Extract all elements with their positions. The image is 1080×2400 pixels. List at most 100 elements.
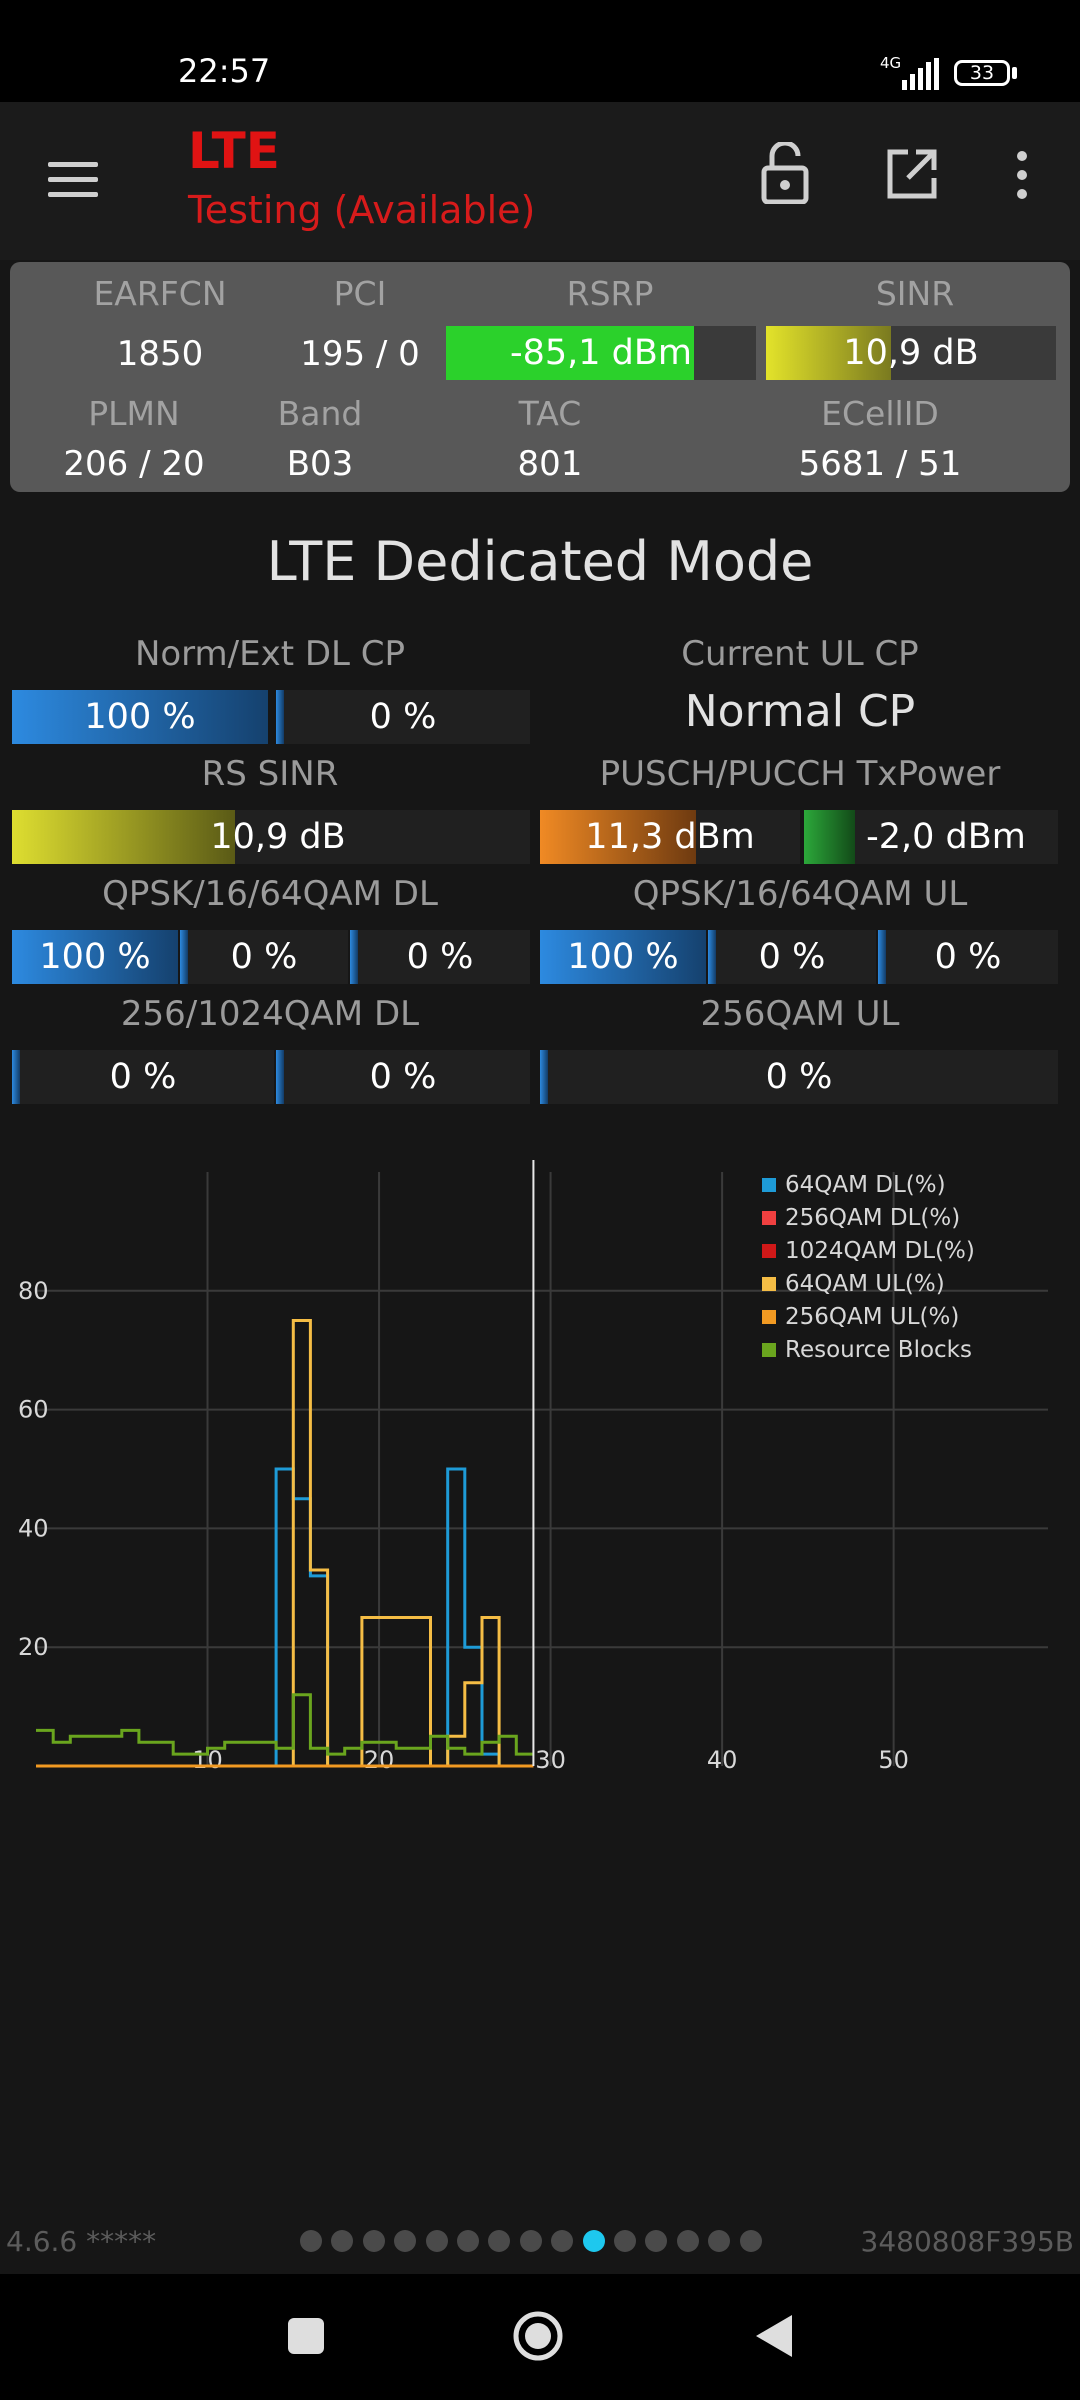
qam256-dl-value: 0 %: [109, 1057, 177, 1097]
x-tick-label: 50: [878, 1746, 909, 1774]
qam64-dl-value: 0 %: [406, 937, 474, 977]
series-line: [36, 1467, 534, 1768]
page-dot[interactable]: [551, 2230, 574, 2252]
y-tick-label: 40: [18, 1514, 49, 1542]
rs-sinr-bar: 10,9 dB: [12, 810, 530, 864]
app-subtitle: Testing (Available): [188, 188, 536, 232]
plmn-label: PLMN: [88, 394, 180, 433]
unlock-icon[interactable]: [760, 142, 810, 204]
qam16-dl-value: 0 %: [230, 937, 298, 977]
status-bar: [0, 0, 1080, 102]
home-icon[interactable]: [512, 2310, 564, 2362]
device-id: 3480808F395B: [860, 2225, 1074, 2258]
sinr-bar-fill: [766, 326, 891, 380]
qam1024-dl-value: 0 %: [369, 1057, 437, 1097]
y-tick-label: 80: [18, 1277, 49, 1305]
band-label: Band: [277, 394, 363, 433]
page-indicator[interactable]: [300, 2226, 770, 2256]
app-version: 4.6.6 *****: [6, 2225, 157, 2258]
qam64-ul-bar: 0 %: [878, 930, 1058, 984]
x-tick-label: 40: [707, 1746, 738, 1774]
qam-ul-label: QPSK/16/64QAM UL: [632, 874, 968, 914]
legend-label: 256QAM DL(%): [785, 1205, 960, 1231]
dl-cp-label: Norm/Ext DL CP: [134, 634, 406, 674]
txpower-label: PUSCH/PUCCH TxPower: [599, 754, 1001, 794]
status-clock: 22:57: [178, 52, 271, 90]
pusch-power-fill: [540, 810, 696, 864]
rs-sinr-label: RS SINR: [201, 754, 339, 794]
ecellid-value: 5681 / 51: [798, 444, 962, 484]
ul-cp-value: Normal CP: [684, 686, 916, 737]
page-dot[interactable]: [519, 2230, 542, 2252]
hqam-ul-label: 256QAM UL: [700, 994, 900, 1034]
qam64-dl-fill: [350, 930, 358, 984]
qam256-dl-bar: 0 %: [12, 1050, 274, 1104]
battery-level: 33: [969, 62, 995, 84]
qam64-ul-fill: [878, 930, 886, 984]
battery-icon: [954, 60, 1010, 86]
page-dot[interactable]: [425, 2230, 448, 2252]
dl-cp-extended-bar: 0 %: [276, 690, 530, 744]
pci-value: 195 / 0: [300, 334, 420, 374]
dl-cp-normal-value: 100 %: [84, 697, 196, 737]
qam1024-dl-bar: 0 %: [276, 1050, 530, 1104]
network-type: 4G: [880, 54, 902, 72]
pucch-power-bar: -2,0 dBm: [804, 810, 1058, 864]
hqam-dl-label: 256/1024QAM DL: [120, 994, 420, 1034]
rs-sinr-value: 10,9 dB: [210, 817, 346, 857]
app-bar: [0, 102, 1080, 260]
x-tick-label: 30: [535, 1746, 566, 1774]
qam16-ul-value: 0 %: [758, 937, 826, 977]
qam16-ul-bar: 0 %: [708, 930, 876, 984]
back-icon[interactable]: [752, 2313, 796, 2359]
page-dot[interactable]: [645, 2230, 668, 2252]
ecellid-label: ECellID: [821, 394, 939, 433]
qpsk-dl-fill: [12, 930, 178, 984]
page-dot[interactable]: [739, 2230, 762, 2252]
pusch-power-bar: 11,3 dBm: [540, 810, 800, 864]
qpsk-ul-value: 100 %: [567, 937, 679, 977]
page-dot[interactable]: [362, 2230, 385, 2252]
legend-swatch: [762, 1343, 776, 1357]
rsrp-value: -85,1 dBm: [509, 333, 692, 373]
series-line: [36, 1693, 534, 1756]
page-dot[interactable]: [708, 2230, 731, 2252]
page-dot[interactable]: [488, 2230, 511, 2252]
dl-cp-extended-value: 0 %: [369, 697, 437, 737]
pucch-power-fill: [804, 810, 855, 864]
page-dot[interactable]: [457, 2230, 479, 2252]
sinr-label: SINR: [875, 274, 955, 313]
dl-cp-normal-fill: [12, 690, 268, 744]
legend-swatch: [762, 1211, 776, 1225]
signal-icon: [902, 58, 939, 90]
dedicated-mode-title: LTE Dedicated Mode: [266, 530, 814, 593]
legend-label: 256QAM UL(%): [785, 1304, 959, 1330]
legend-swatch: [762, 1244, 776, 1258]
legend-label: 64QAM DL(%): [785, 1172, 946, 1198]
more-options-icon[interactable]: [1010, 150, 1034, 200]
qam256-ul-bar: 0 %: [540, 1050, 1058, 1104]
recent-apps-icon[interactable]: [288, 2318, 324, 2354]
page-dot[interactable]: [394, 2230, 417, 2252]
earfcn-label: EARFCN: [93, 274, 227, 313]
app-title: LTE: [188, 122, 280, 180]
sinr-value: 10,9 dB: [843, 333, 979, 373]
qpsk-dl-bar: 100 %: [12, 930, 178, 984]
page-dot[interactable]: [300, 2230, 322, 2252]
page-dot[interactable]: [676, 2230, 699, 2252]
cell-info-card: EARFCN PCI RSRP SINR 1850 195 / 0 -85,1 …: [10, 262, 1070, 492]
dl-cp-extended-fill: [276, 690, 284, 744]
qam64-dl-bar: 0 %: [350, 930, 530, 984]
tac-label: TAC: [518, 394, 582, 433]
page-dot[interactable]: [331, 2230, 354, 2252]
pusch-power-value: 11,3 dBm: [585, 817, 755, 857]
page-dot[interactable]: [614, 2230, 636, 2252]
hamburger-menu-icon[interactable]: [40, 144, 110, 214]
page-dot[interactable]: [582, 2230, 605, 2252]
dl-cp-normal-bar: 100 %: [12, 690, 268, 744]
band-value: B03: [286, 444, 354, 484]
qpsk-dl-value: 100 %: [39, 937, 151, 977]
qam16-dl-bar: 0 %: [180, 930, 348, 984]
open-external-icon[interactable]: [886, 148, 938, 200]
